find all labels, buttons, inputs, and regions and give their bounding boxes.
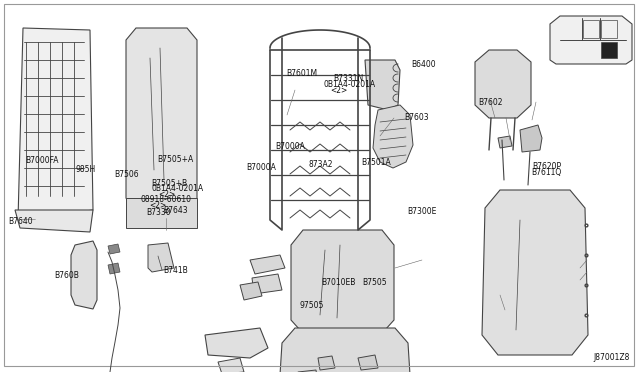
Text: 0B1A4-0201A: 0B1A4-0201A xyxy=(151,184,203,193)
Bar xyxy=(601,20,617,38)
Text: B7000A: B7000A xyxy=(275,142,305,151)
Polygon shape xyxy=(126,28,197,210)
Text: B741B: B741B xyxy=(163,266,188,275)
Text: B7505+B: B7505+B xyxy=(152,179,188,187)
Bar xyxy=(583,20,599,38)
Polygon shape xyxy=(15,210,93,232)
Text: B7300E: B7300E xyxy=(408,207,437,216)
Text: B7331N: B7331N xyxy=(333,74,364,83)
Text: 0B1A4-0201A: 0B1A4-0201A xyxy=(323,80,375,89)
Text: B7506: B7506 xyxy=(114,170,138,179)
Polygon shape xyxy=(482,190,588,355)
Polygon shape xyxy=(250,255,285,274)
Polygon shape xyxy=(550,16,632,64)
Polygon shape xyxy=(108,244,120,254)
Text: 985H: 985H xyxy=(76,165,96,174)
Polygon shape xyxy=(18,28,93,220)
Polygon shape xyxy=(520,125,542,152)
Text: B7505: B7505 xyxy=(362,278,387,287)
Polygon shape xyxy=(71,241,97,309)
Text: B7611Q: B7611Q xyxy=(531,169,561,177)
Polygon shape xyxy=(205,328,268,358)
Text: 08918-60610: 08918-60610 xyxy=(141,195,192,204)
Text: B7330: B7330 xyxy=(146,208,170,217)
Polygon shape xyxy=(291,230,394,330)
Polygon shape xyxy=(240,282,262,300)
Text: B7010EB: B7010EB xyxy=(321,278,356,287)
Text: <2>: <2> xyxy=(330,86,348,95)
Text: B7603: B7603 xyxy=(404,113,429,122)
Text: J87001Z8: J87001Z8 xyxy=(594,353,630,362)
Text: 873A2: 873A2 xyxy=(308,160,333,169)
Text: B7000FA: B7000FA xyxy=(26,156,59,165)
Text: <2>: <2> xyxy=(159,190,176,199)
Text: 97505: 97505 xyxy=(300,301,324,310)
Bar xyxy=(601,42,617,58)
Polygon shape xyxy=(365,60,400,110)
Polygon shape xyxy=(318,356,335,370)
Text: B7643: B7643 xyxy=(163,206,188,215)
Polygon shape xyxy=(126,198,197,228)
Polygon shape xyxy=(298,370,318,372)
Text: <2>: <2> xyxy=(149,201,166,210)
Text: B7620P: B7620P xyxy=(532,162,562,171)
Text: B7501A: B7501A xyxy=(362,158,391,167)
Polygon shape xyxy=(373,105,413,168)
Polygon shape xyxy=(218,358,244,372)
Text: B7000A: B7000A xyxy=(246,163,276,172)
Polygon shape xyxy=(498,136,512,148)
Polygon shape xyxy=(252,274,282,294)
Text: B760B: B760B xyxy=(54,271,79,280)
Text: B6400: B6400 xyxy=(411,60,435,69)
Polygon shape xyxy=(475,50,531,118)
Text: B7505+A: B7505+A xyxy=(157,155,193,164)
Text: B7602: B7602 xyxy=(479,98,503,107)
Text: B7601M: B7601M xyxy=(286,69,317,78)
Polygon shape xyxy=(108,263,120,274)
Polygon shape xyxy=(358,355,378,370)
Polygon shape xyxy=(280,328,410,372)
Text: B7640: B7640 xyxy=(8,217,33,226)
Polygon shape xyxy=(148,243,174,272)
